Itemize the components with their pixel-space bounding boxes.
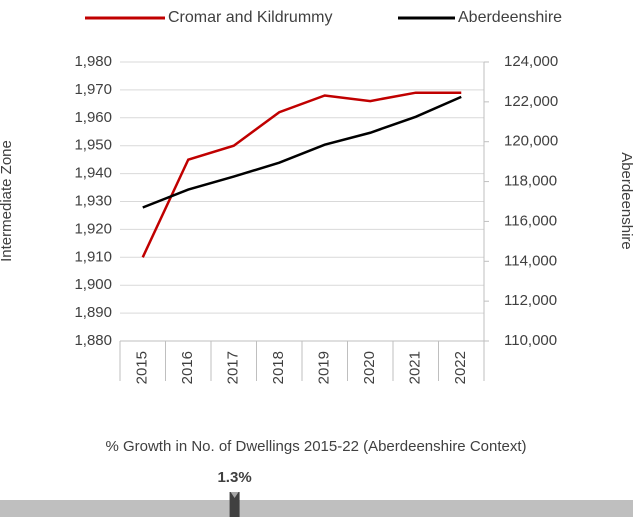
y-tick-label: 1,960 (74, 109, 112, 126)
y2-tick-label: 110,000 (504, 332, 557, 349)
y-tick-label: 1,930 (74, 192, 112, 209)
x-tick-label: 2020 (361, 351, 378, 384)
y-tick-label: 1,880 (74, 332, 112, 349)
y2-tick-label: 120,000 (504, 133, 558, 150)
indicator-marker (229, 492, 240, 517)
y2-tick-label: 116,000 (504, 212, 557, 229)
y-tick-label: 1,920 (74, 220, 112, 237)
legend-label: Aberdeenshire (458, 9, 562, 26)
y-tick-label: 1,910 (74, 248, 112, 265)
x-tick-label: 2016 (179, 351, 196, 384)
x-tick-label: 2018 (270, 351, 287, 384)
x-tick-label: 2022 (452, 351, 469, 384)
indicator-title: % Growth in No. of Dwellings 2015-22 (Ab… (105, 438, 526, 455)
y-tick-label: 1,980 (74, 53, 112, 70)
indicator-value-label: 1.3% (217, 469, 251, 486)
y2-tick-label: 122,000 (504, 93, 558, 110)
x-tick-label: 2017 (225, 351, 242, 384)
y-tick-label: 1,970 (74, 81, 112, 98)
indicator-pointer (230, 492, 239, 498)
x-tick-label: 2015 (134, 351, 151, 384)
y2-axis-title: Aberdeenshire (618, 152, 633, 250)
series-line (142, 95, 462, 209)
y2-tick-label: 112,000 (504, 292, 557, 309)
x-tick-label: 2019 (316, 351, 333, 384)
legend-label: Cromar and Kildrummy (168, 9, 332, 26)
y-tick-label: 1,890 (74, 304, 112, 321)
y-axis-title: Intermediate Zone (0, 140, 15, 262)
y-tick-label: 1,900 (74, 276, 112, 293)
y2-tick-label: 124,000 (504, 53, 558, 70)
y2-tick-label: 114,000 (504, 252, 557, 269)
y2-tick-label: 118,000 (504, 173, 557, 190)
y-tick-label: 1,950 (74, 137, 112, 154)
y-tick-label: 1,940 (74, 165, 112, 182)
series-line (141, 91, 462, 258)
indicator-bar (0, 500, 633, 517)
x-tick-label: 2021 (407, 351, 424, 384)
